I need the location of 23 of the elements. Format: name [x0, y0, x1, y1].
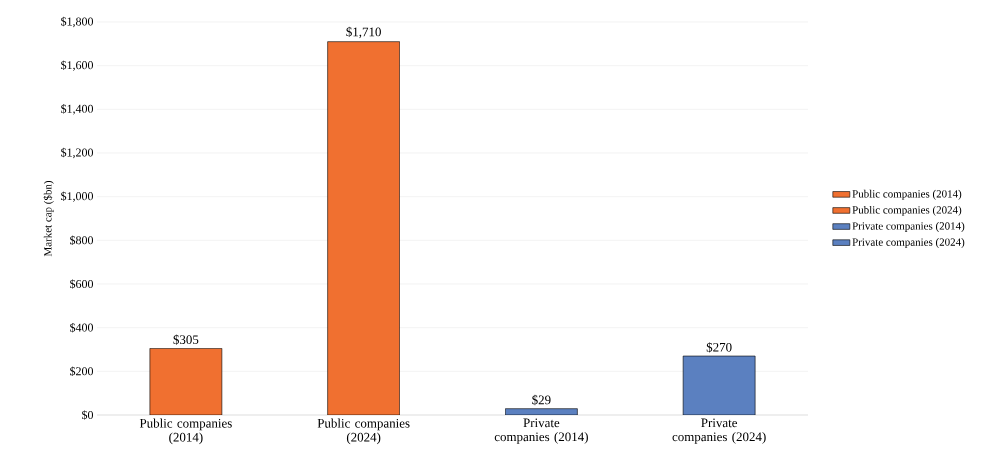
- y-tick-label: $0: [82, 410, 94, 420]
- data-label: $29: [532, 394, 551, 406]
- y-tick-label: $600: [70, 279, 94, 289]
- y-tick-label: $200: [70, 366, 94, 377]
- legend-label: Public companies (2024): [852, 205, 962, 216]
- legend-label: Public companies (2014): [852, 189, 962, 200]
- x-tick-label: Public companies (2024): [317, 418, 410, 445]
- x-tick-label: Public companies (2014): [139, 418, 232, 445]
- legend-label: Private companies (2014): [852, 222, 965, 232]
- data-label: $305: [173, 334, 199, 345]
- y-tick-label: $400: [70, 322, 94, 333]
- y-tick-label: $1,600: [61, 60, 94, 71]
- x-tick-label: Private companies (2014): [494, 418, 588, 444]
- y-tick-label: $1,800: [61, 16, 94, 28]
- y-axis-title: Market cap ($bn): [43, 180, 54, 257]
- y-tick-label: $1,000: [61, 191, 94, 202]
- x-tick-label: Private companies (2024): [672, 418, 766, 444]
- y-tick-label: $1,400: [61, 104, 94, 115]
- y-tick-label: $1,200: [61, 147, 94, 159]
- data-label: $1,710: [346, 26, 381, 39]
- data-label: $270: [706, 342, 732, 353]
- y-tick-label: $800: [70, 235, 94, 246]
- legend-label: Private companies (2024): [852, 238, 965, 249]
